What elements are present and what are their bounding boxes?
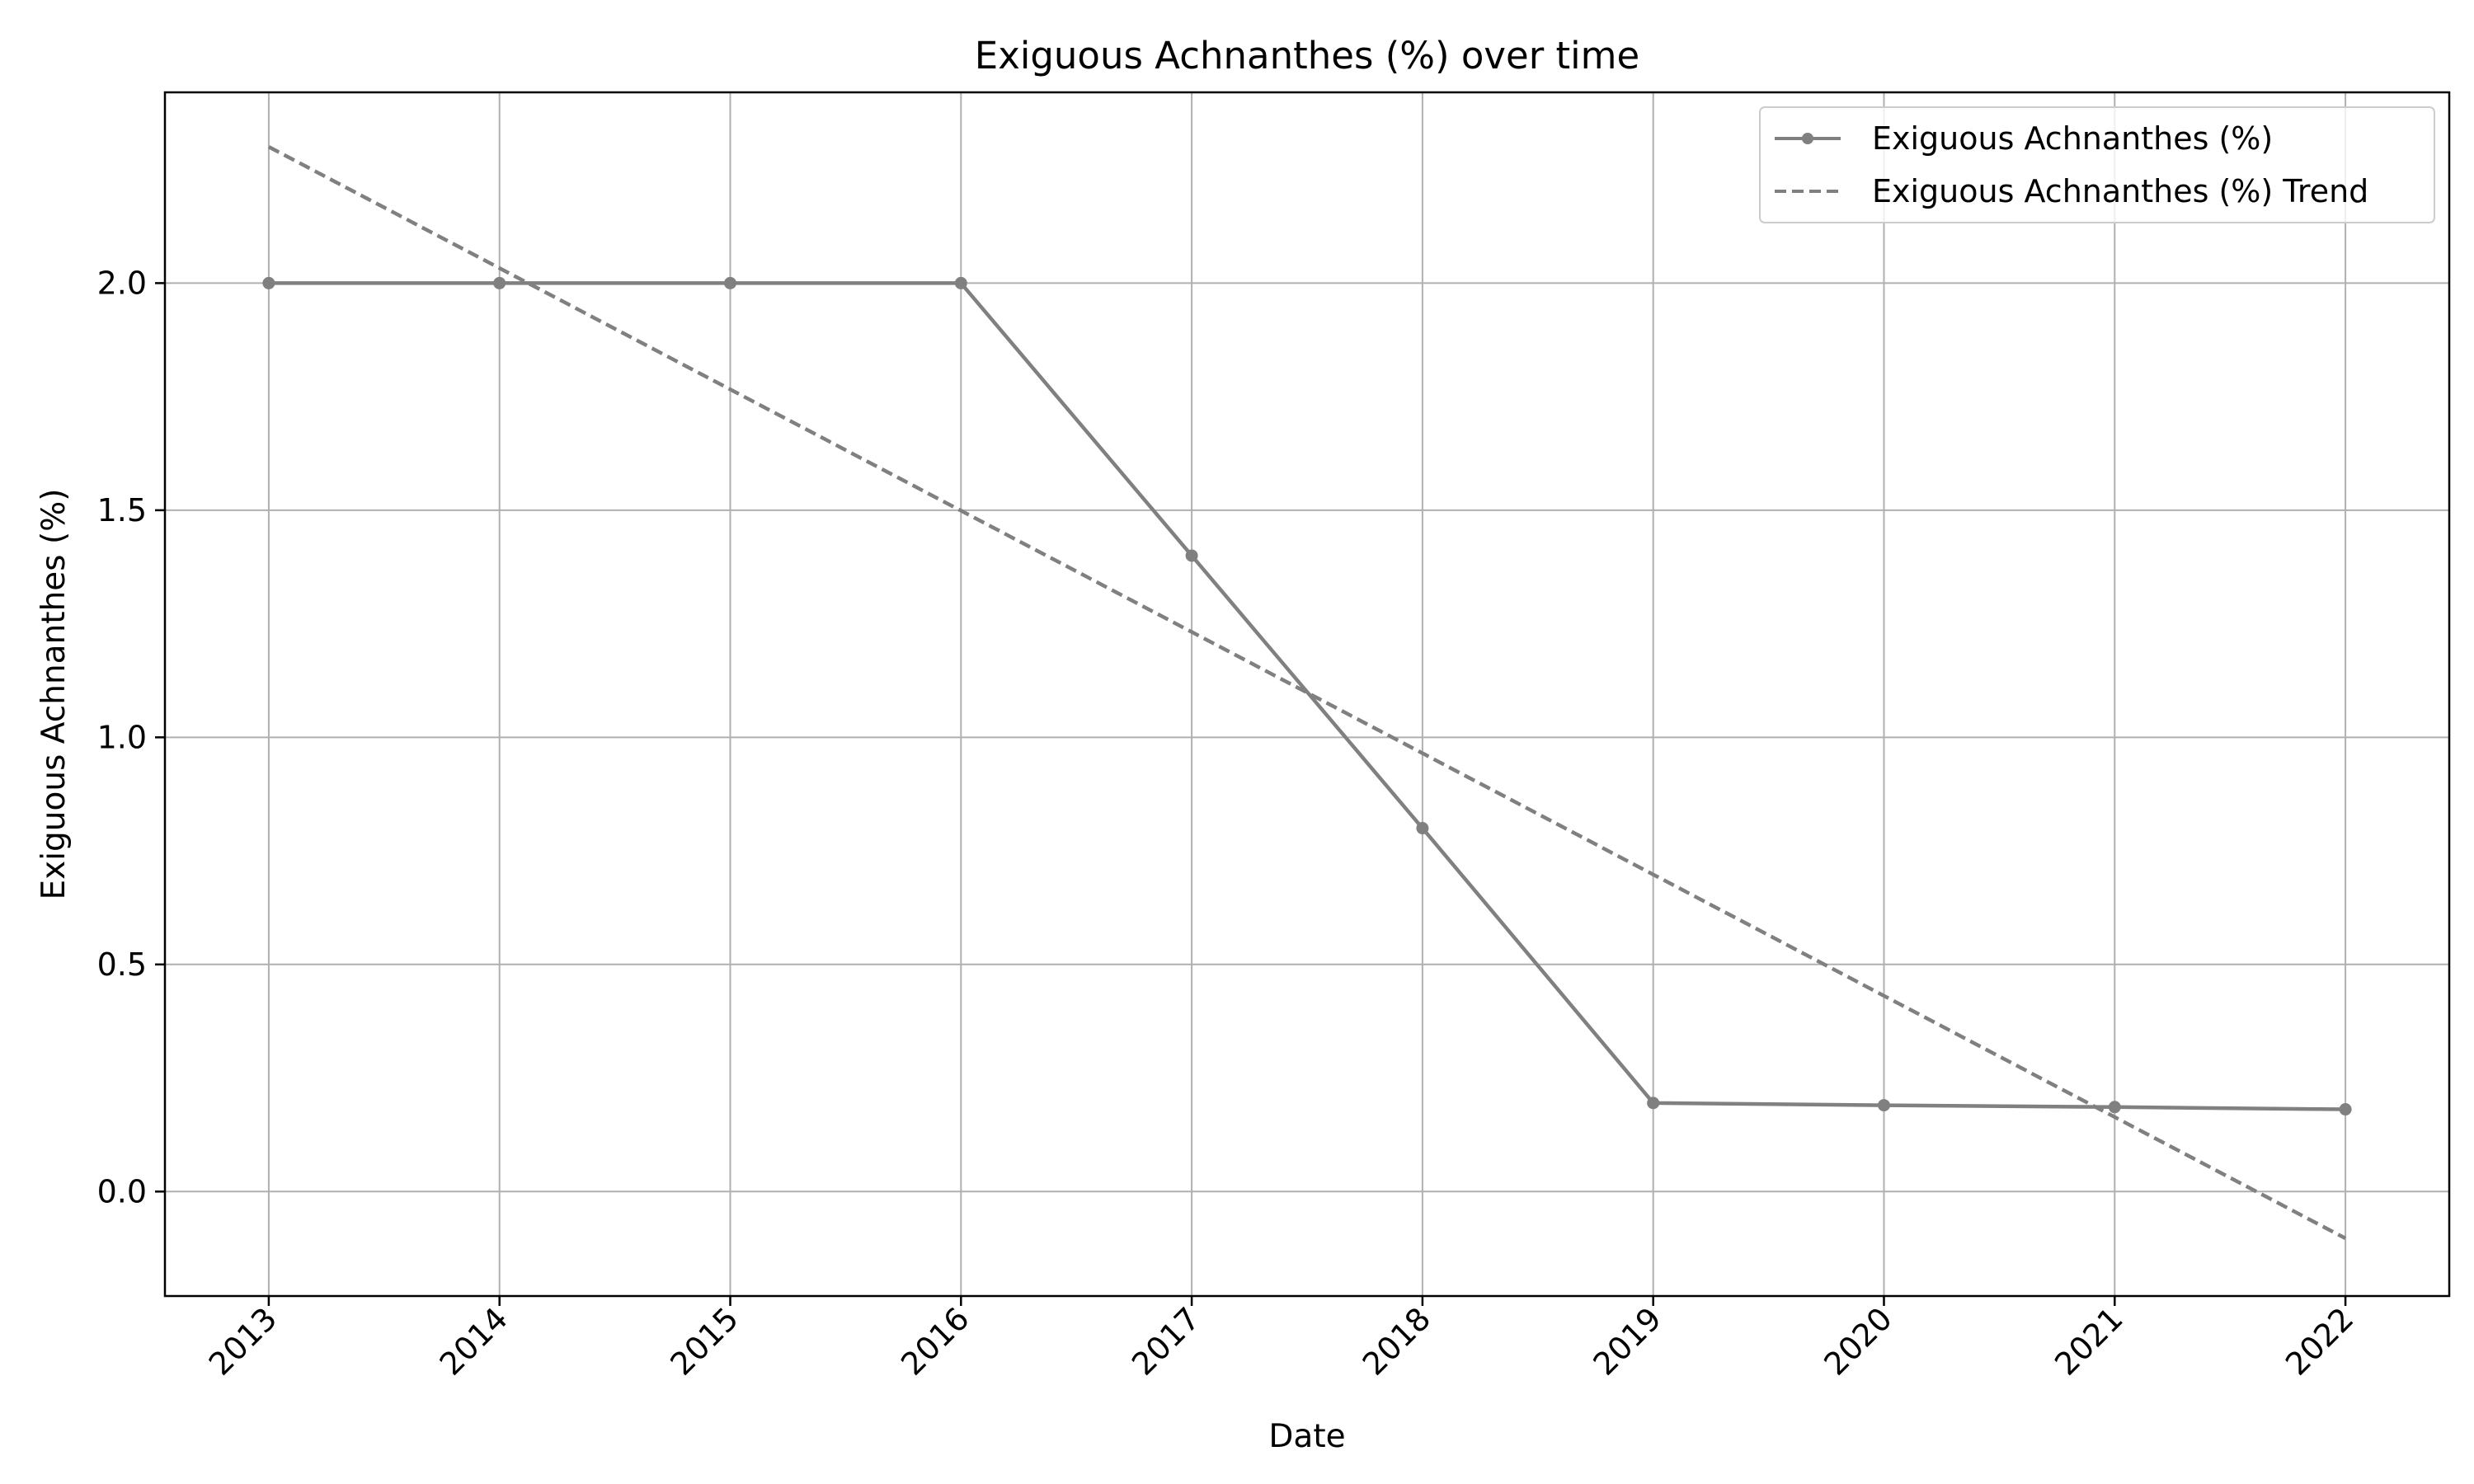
series-line	[268, 281, 2346, 1111]
y-tick-label: 1.5	[97, 492, 147, 528]
data-point	[1647, 1097, 1660, 1110]
x-axis-label: Date	[1268, 1418, 1345, 1455]
y-tick-label: 0.0	[97, 1173, 147, 1209]
y-tick-label: 2.0	[97, 265, 147, 301]
plot-frame	[163, 91, 2451, 1298]
data-point	[493, 276, 506, 289]
legend-marker-series	[1802, 133, 1813, 144]
y-tick-label: 1.0	[97, 719, 147, 755]
data-point	[1416, 822, 1429, 835]
legend-frame	[1759, 106, 2435, 223]
grid	[165, 92, 2449, 1296]
series-layer	[262, 145, 2352, 1241]
chart-title: Exiguous Achnanthes (%) over time	[975, 34, 1639, 77]
data-point	[2339, 1103, 2352, 1116]
data-point	[2108, 1101, 2121, 1114]
y-tick-label: 0.5	[97, 946, 147, 983]
y-axis-label: Exiguous Achnanthes (%)	[35, 488, 73, 899]
legend-label-trend: Exiguous Achnanthes (%) Trend	[1872, 173, 2368, 209]
data-point	[1877, 1099, 1890, 1112]
data-point	[724, 276, 737, 289]
trend-line	[267, 145, 2347, 1241]
legend-label-series: Exiguous Achnanthes (%)	[1872, 120, 2273, 157]
data-point	[262, 276, 275, 289]
data-point	[1185, 549, 1198, 562]
legend: Exiguous Achnanthes (%) Exiguous Achnant…	[1759, 106, 2435, 223]
data-point	[954, 276, 967, 289]
